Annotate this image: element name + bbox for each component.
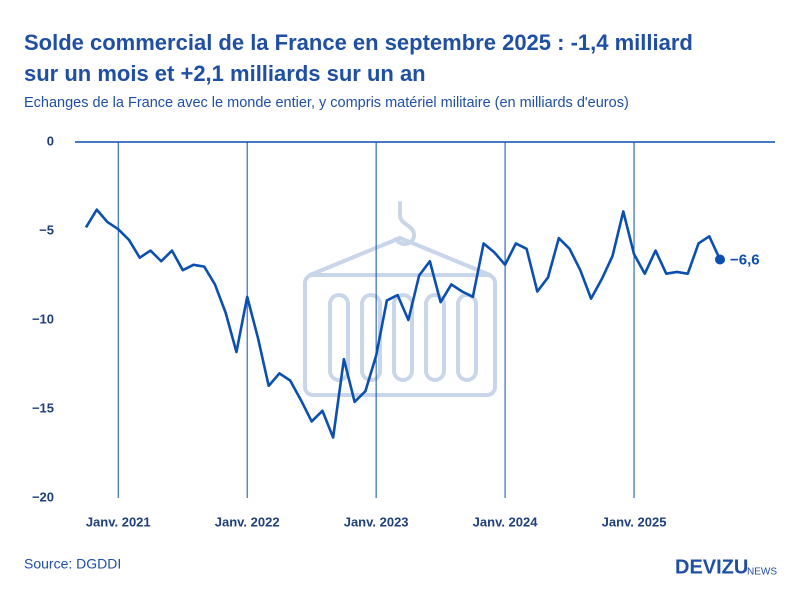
- chart-title: sur un mois et +2,1 milliards sur un an: [24, 61, 426, 86]
- value-label: −6,6: [730, 251, 760, 268]
- x-tick-label: Janv. 2021: [86, 514, 151, 529]
- y-tick-label: −10: [32, 311, 54, 326]
- chart-subtitle: Echanges de la France avec le monde enti…: [24, 95, 629, 111]
- end-point: [715, 254, 725, 265]
- line: [84, 208, 722, 439]
- x-tick-label: Janv. 2022: [215, 514, 280, 529]
- watermark-icon: [303, 201, 497, 397]
- y-tick-label: −20: [32, 489, 54, 504]
- x-tick-label: Janv. 2024: [473, 514, 539, 529]
- brand-suffix: NEWS: [747, 567, 777, 578]
- source: Source: DGDDI: [24, 556, 121, 572]
- brand: DEVIZU: [675, 556, 748, 578]
- y-tick-label: 0: [47, 133, 54, 148]
- x-tick-label: Janv. 2025: [602, 514, 667, 529]
- chart-title: Solde commercial de la France en septemb…: [24, 30, 693, 55]
- x-tick-label: Janv. 2023: [344, 514, 409, 529]
- y-tick-label: −5: [39, 222, 54, 237]
- y-tick-label: −15: [32, 400, 54, 415]
